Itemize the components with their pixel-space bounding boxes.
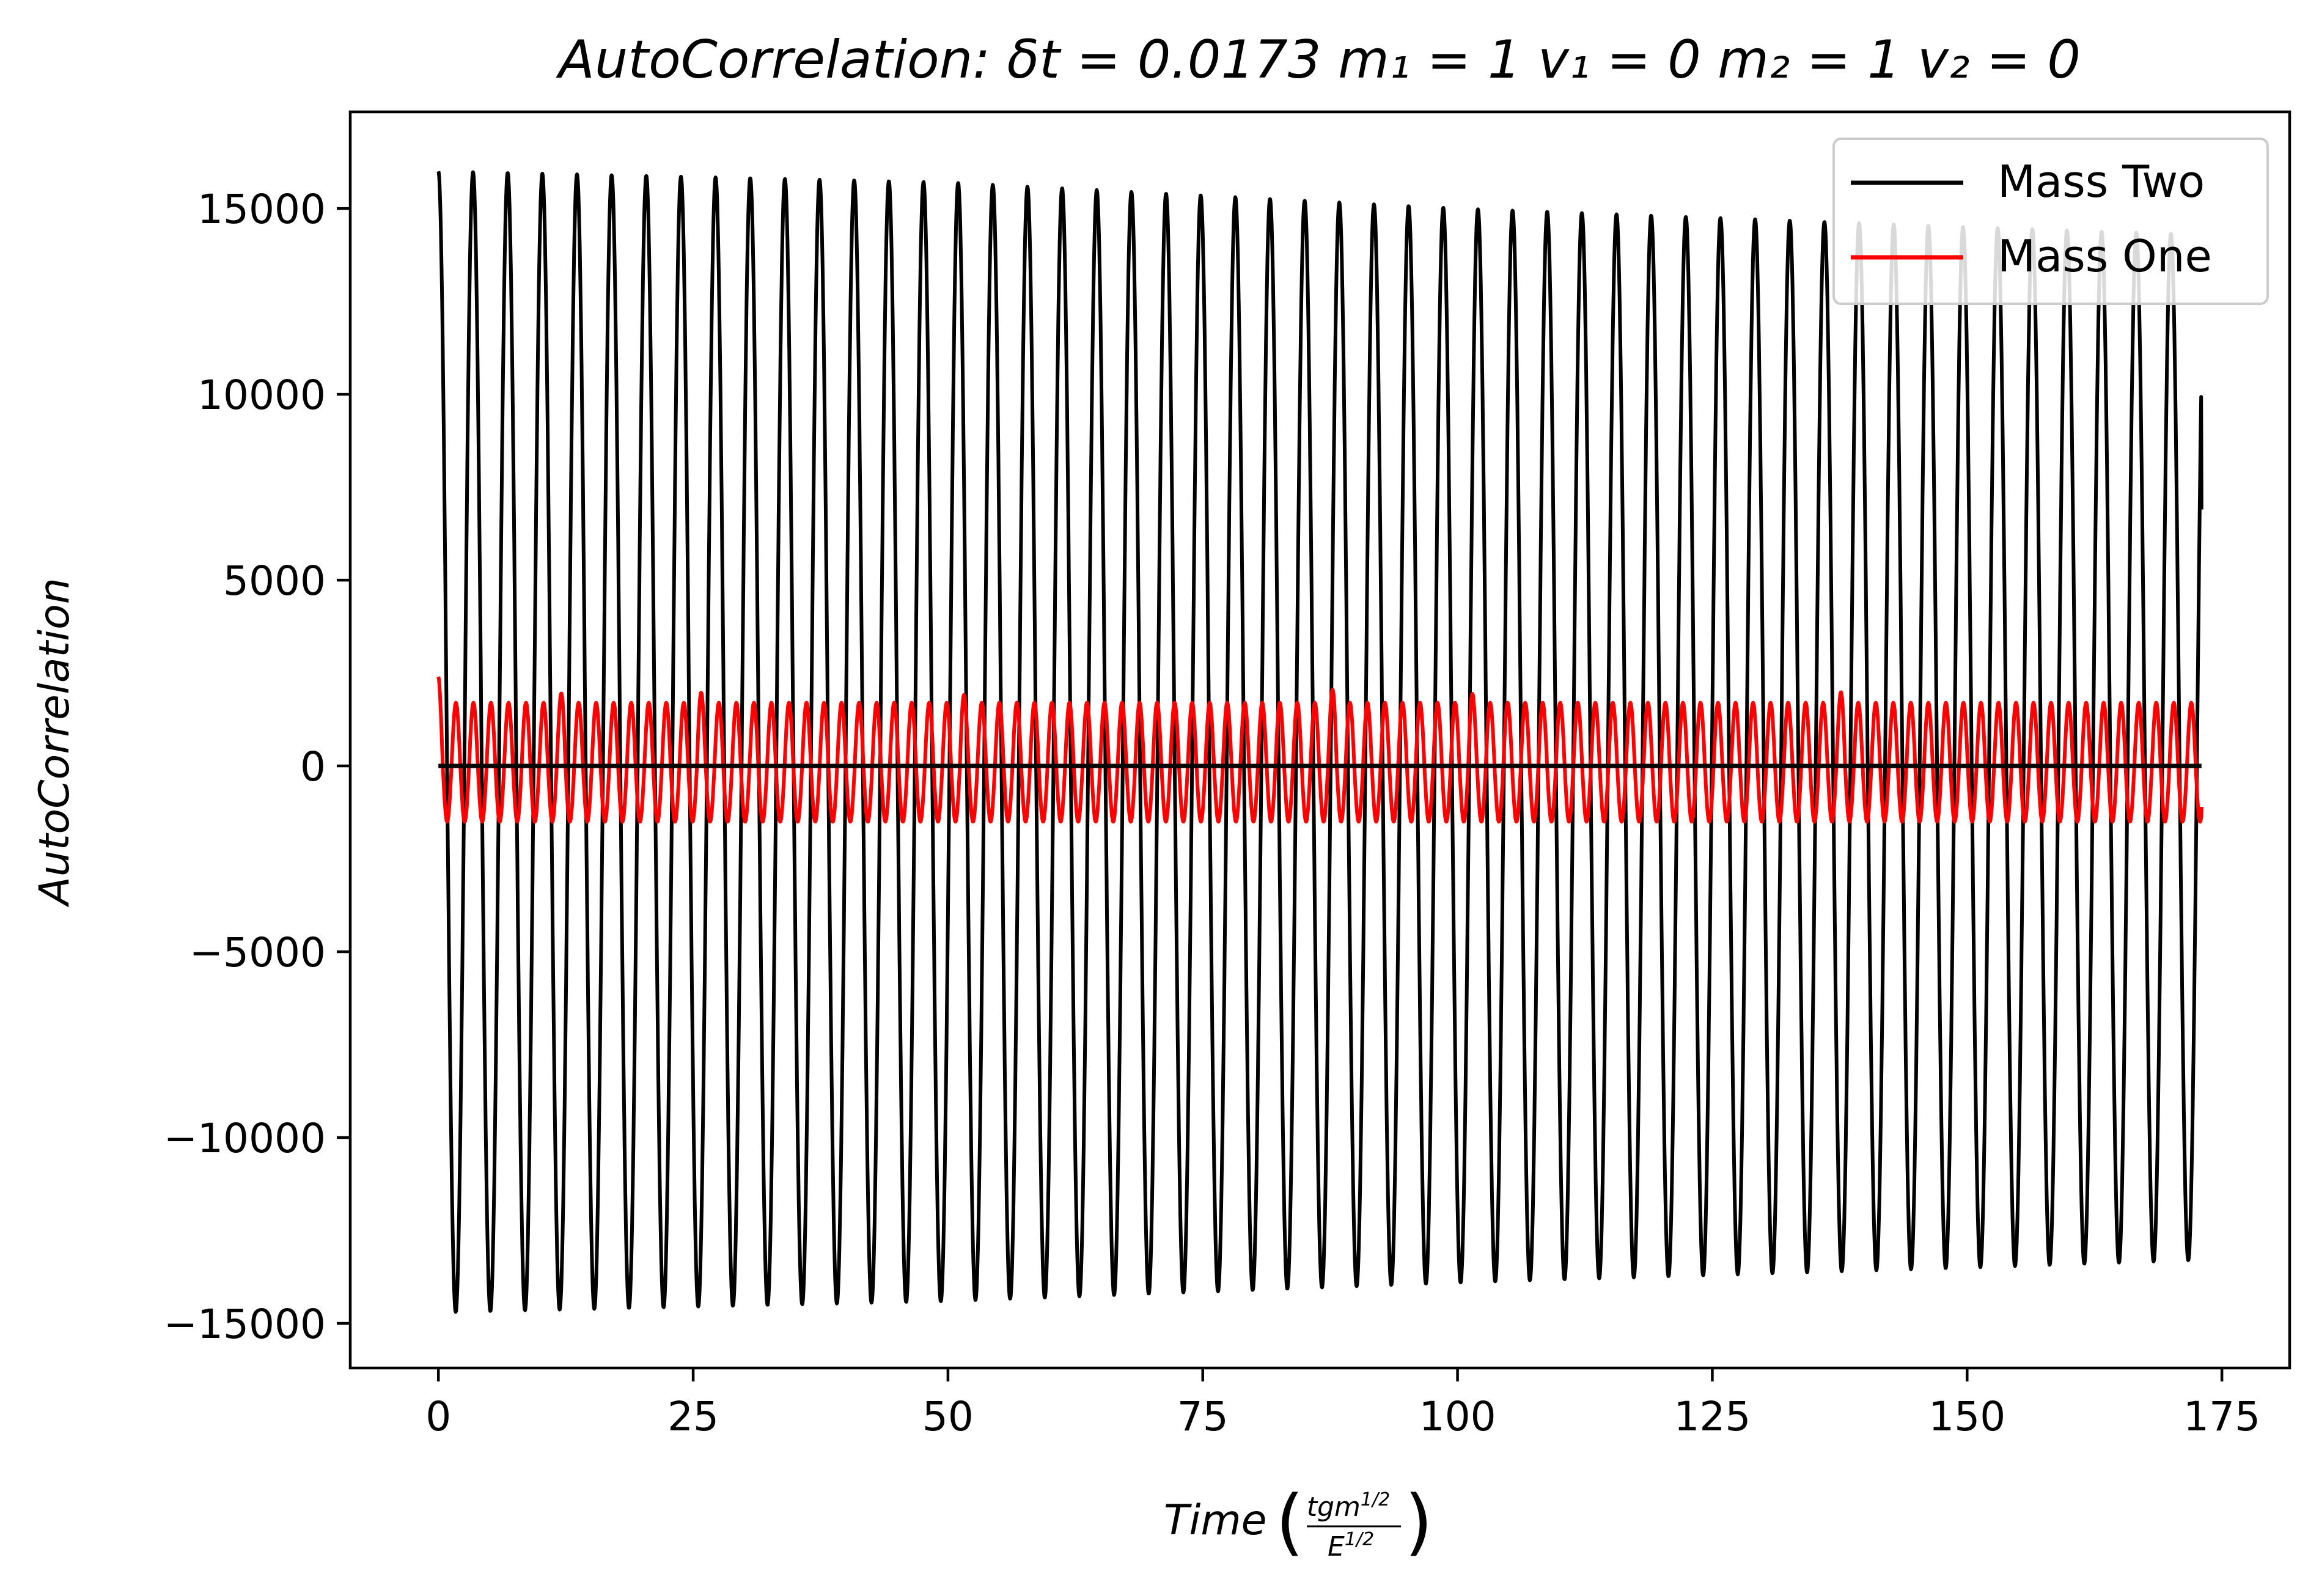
legend: Mass Two Mass One — [1832, 138, 2269, 305]
legend-box — [1832, 138, 2269, 305]
legend-label-mass-one: Mass One — [1997, 230, 2212, 282]
x-axis-label-paren-right: ) — [1405, 1479, 1433, 1564]
x-axis-label-numerator: tgm1/2 — [1307, 1489, 1390, 1523]
chart-title: AutoCorrelation: δt = 0.0173 m₁ = 1 v₁ =… — [556, 29, 2081, 90]
series-mass-one-line — [436, 675, 2203, 824]
x-axis-ticks: 0 25 50 75 100 125 150 175 — [425, 1368, 2260, 1440]
y-axis-ticks: −15000 −10000 −5000 0 5000 10000 15000 — [164, 186, 350, 1348]
x-tick-label: 25 — [667, 1393, 719, 1440]
series-mass-two-line — [436, 170, 2203, 1314]
y-tick-label: 15000 — [197, 186, 326, 233]
x-axis-label: Time ( tgm1/2 E1/2 ) — [1164, 1479, 1433, 1564]
y-tick-label: 5000 — [223, 557, 326, 605]
x-tick-label: 100 — [1419, 1393, 1496, 1440]
y-tick-label: 0 — [300, 743, 326, 790]
x-tick-label: 175 — [2183, 1393, 2260, 1440]
legend-label-mass-two: Mass Two — [1997, 156, 2205, 207]
x-tick-label: 0 — [425, 1393, 451, 1440]
x-tick-label: 150 — [1928, 1393, 2005, 1440]
y-tick-label: −5000 — [189, 929, 326, 976]
chart-title-text: AutoCorrelation: δt = 0.0173 m₁ = 1 v₁ =… — [556, 29, 2081, 90]
x-axis-label-text: Time — [1164, 1496, 1267, 1545]
x-axis-label-paren-left: ( — [1276, 1479, 1304, 1564]
x-tick-label: 75 — [1177, 1393, 1229, 1440]
x-tick-label: 125 — [1674, 1393, 1751, 1440]
y-tick-label: 10000 — [197, 372, 326, 419]
y-tick-label: −10000 — [164, 1115, 326, 1162]
legend-item-mass-two: Mass Two — [1851, 156, 2205, 207]
y-axis-label: AutoCorrelation — [31, 578, 79, 908]
plot-frame — [348, 110, 2291, 1370]
x-tick-label: 50 — [922, 1393, 974, 1440]
legend-item-mass-one: Mass One — [1851, 230, 2212, 282]
plot-area — [436, 170, 2203, 1314]
y-tick-label: −15000 — [164, 1301, 326, 1348]
